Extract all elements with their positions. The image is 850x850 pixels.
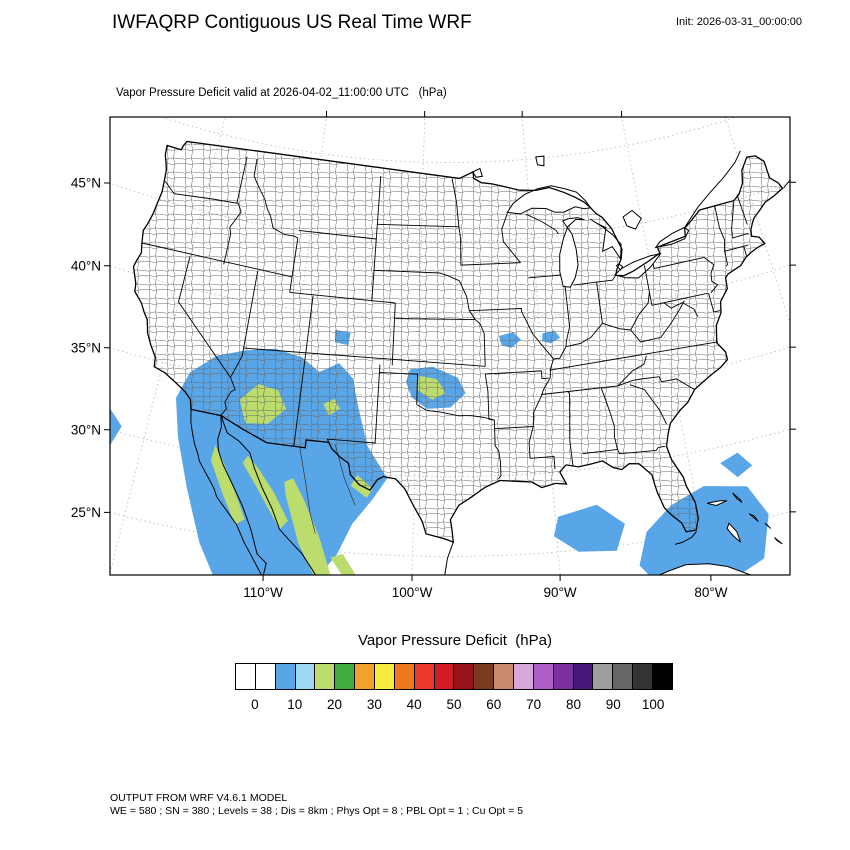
colorbar-cell <box>254 663 276 690</box>
colorbar-cell <box>473 663 495 690</box>
lat-tick-label: 25°N <box>71 505 101 520</box>
colorbar-tick-label: 70 <box>526 697 542 712</box>
colorbar-cell <box>334 663 356 690</box>
colorbar-tick-label: 80 <box>565 697 581 712</box>
footer-line-2: WE = 580 ; SN = 380 ; Levels = 38 ; Dis … <box>110 805 524 817</box>
footer-line-1: OUTPUT FROM WRF V4.6.1 MODEL <box>110 792 288 804</box>
colorbar-tick-label: 50 <box>446 697 462 712</box>
colorbar-cell <box>314 663 336 690</box>
lat-tick-label: 30°N <box>71 422 101 437</box>
colorbar-tick-label: 20 <box>327 697 343 712</box>
lat-tick-label: 45°N <box>71 176 101 191</box>
colorbar-cell <box>413 663 435 690</box>
colorbar-cell <box>354 663 376 690</box>
lat-tick-label: 40°N <box>71 258 101 273</box>
lon-tick-label: 80°W <box>694 585 727 600</box>
colorbar-cell <box>572 663 594 690</box>
colorbar-cell <box>294 663 316 690</box>
colorbar-cell <box>592 663 614 690</box>
islands <box>658 492 783 575</box>
valid-timestamp: Vapor Pressure Deficit valid at 2026-04-… <box>116 87 447 99</box>
colorbar-cell <box>393 663 415 690</box>
colorbar-tick-labels: 0 10 20 30 40 50 60 70 80 90 100 <box>235 697 673 715</box>
coastlines <box>190 150 790 575</box>
colorbar-cell <box>235 663 256 690</box>
colorbar-cell <box>552 663 574 690</box>
colorbar-tick-label: 10 <box>287 697 303 712</box>
colorbar-tick-label: 30 <box>366 697 382 712</box>
colorbar-tick-label: 100 <box>641 697 665 712</box>
colorbar <box>235 663 673 690</box>
axis-ticks <box>104 111 796 581</box>
lon-tick-label: 100°W <box>392 585 433 600</box>
colorbar-cell <box>374 663 395 690</box>
colorbar-cell <box>652 663 673 690</box>
page-title: IWFAQRP Contiguous US Real Time WRF <box>112 12 472 33</box>
colorbar-cell <box>612 663 634 690</box>
map-canvas <box>110 117 790 575</box>
colorbar-cell <box>453 663 475 690</box>
state-borders <box>141 156 749 480</box>
lat-tick-label: 35°N <box>71 340 101 355</box>
us-county-mesh <box>133 141 783 543</box>
lon-tick-label: 90°W <box>544 585 577 600</box>
map-frame <box>109 116 791 576</box>
colorbar-cell <box>632 663 654 690</box>
colorbar-tick-label: 40 <box>406 697 422 712</box>
colorbar-cell <box>433 663 455 690</box>
colorbar-cell <box>532 663 554 690</box>
colorbar-cell <box>493 663 515 690</box>
colorbar-cell <box>513 663 534 690</box>
colorbar-tick-label: 60 <box>486 697 502 712</box>
colorbar-tick-label: 0 <box>251 697 259 712</box>
colorbar-cell <box>274 663 296 690</box>
init-timestamp: Init: 2026-03-31_00:00:00 <box>676 16 802 28</box>
us-outline <box>132 140 784 544</box>
colorbar-title: Vapor Pressure Deficit (hPa) <box>358 632 552 649</box>
colorbar-tick-label: 90 <box>605 697 621 712</box>
lon-tick-label: 110°W <box>243 585 283 600</box>
